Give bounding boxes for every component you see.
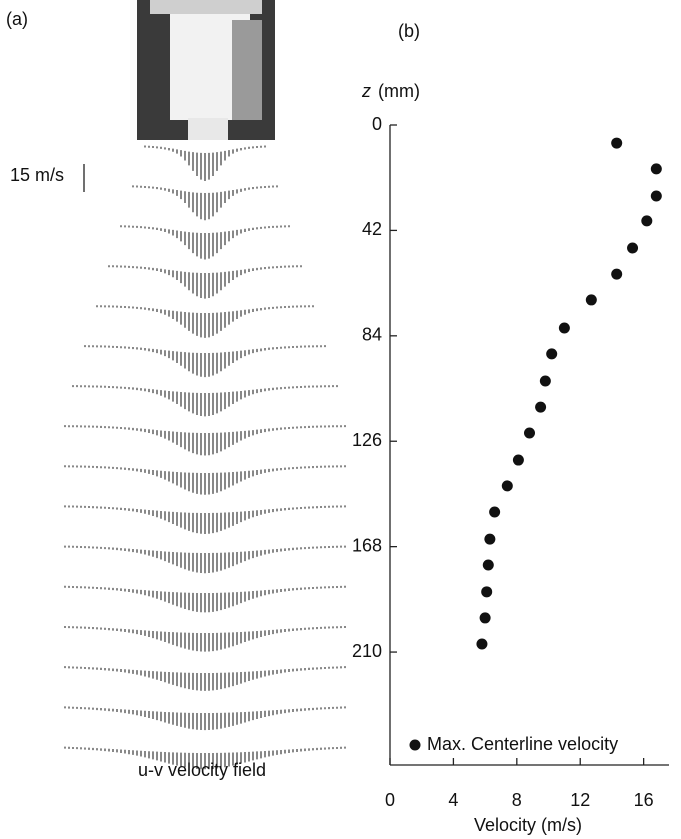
data-point [650, 190, 662, 202]
x-axis-title: Velocity (m/s) [474, 815, 582, 835]
data-point [524, 427, 535, 439]
y-tick-label: 126 [352, 430, 382, 450]
velocity-vectors [64, 625, 346, 652]
data-point [611, 268, 623, 280]
y-tick-label: 42 [362, 219, 382, 239]
vector-field [64, 145, 346, 770]
data-point [611, 137, 623, 149]
velocity-vectors [64, 545, 346, 574]
panel-a-label: (a) [6, 9, 28, 29]
data-point [627, 242, 639, 254]
data-point [558, 322, 570, 334]
data-point [585, 294, 597, 306]
y-axis-unit: (mm) [378, 81, 420, 101]
velocity-vectors [72, 385, 338, 417]
x-tick-label: 8 [512, 790, 522, 810]
velocity-vectors [64, 585, 346, 613]
x-tick-label: 12 [570, 790, 590, 810]
x-tick-label: 16 [634, 790, 654, 810]
data-point [489, 506, 501, 518]
data-point [476, 638, 488, 650]
panel-b-label: (b) [398, 21, 420, 41]
y-tick-label: 0 [372, 114, 382, 134]
velocity-vectors [64, 706, 346, 731]
data-point [484, 533, 496, 545]
velocity-vectors [132, 185, 278, 221]
legend-label: Max. Centerline velocity [427, 734, 618, 754]
data-point [539, 375, 551, 387]
data-point [641, 215, 653, 227]
data-point [650, 163, 662, 175]
x-tick-label: 4 [448, 790, 458, 810]
jet-photo [137, 0, 275, 140]
panel-a-caption: u-v velocity field [138, 760, 266, 780]
y-axis-var: z [361, 81, 371, 101]
velocity-vectors [64, 425, 346, 456]
velocity-vectors [96, 305, 314, 338]
velocity-vectors [64, 746, 346, 770]
y-tick-label: 168 [352, 535, 382, 555]
velocity-vectors [64, 465, 346, 495]
velocity-vectors [84, 345, 326, 378]
data-point [501, 480, 513, 492]
data-point [479, 612, 491, 624]
data-point [546, 348, 558, 360]
y-tick-label: 210 [352, 641, 382, 661]
data-point [481, 586, 493, 598]
velocity-vectors [144, 145, 266, 181]
velocity-vectors [120, 225, 290, 260]
data-point [512, 454, 524, 466]
data-point [482, 559, 494, 571]
x-tick-label: 0 [385, 790, 395, 810]
y-tick-label: 84 [362, 325, 382, 345]
velocity-vectors [64, 505, 346, 534]
velocity-vectors [108, 265, 302, 299]
data-point [535, 401, 547, 413]
scale-label: 15 m/s [10, 165, 64, 185]
velocity-vectors [64, 666, 346, 691]
legend-marker [409, 739, 421, 751]
